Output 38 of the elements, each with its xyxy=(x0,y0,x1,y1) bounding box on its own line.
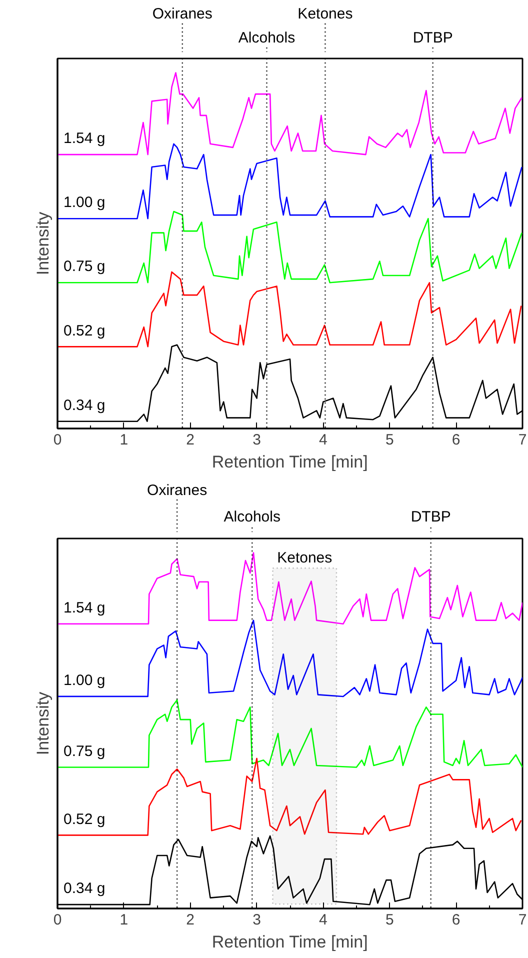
ref-line-label: DTBP xyxy=(412,29,453,46)
ref-line-label: Oxiranes xyxy=(147,482,208,499)
x-tick-label: 2 xyxy=(186,432,195,448)
series-label: 0.52 g xyxy=(63,810,106,828)
ref-line-label: DTBP xyxy=(410,508,451,526)
series-label: 1.00 g xyxy=(63,672,106,690)
series-label: 1.54 g xyxy=(63,599,106,616)
x-tick-label: 4 xyxy=(319,432,328,448)
ref-line-label: Ketones xyxy=(298,5,353,22)
x-tick-label: 4 xyxy=(319,912,328,928)
ref-line-label: Alcohols xyxy=(238,29,296,46)
x-tick-label: 5 xyxy=(385,432,394,448)
x-tick-label: 3 xyxy=(252,432,261,448)
x-axis-title: Retention Time [min] xyxy=(212,932,368,952)
x-tick-label: 7 xyxy=(518,912,527,928)
y-axis-title: Intensity xyxy=(34,691,52,756)
x-tick-label: 3 xyxy=(252,912,261,928)
band-label: Ketones xyxy=(277,549,332,566)
x-tick-label: 0 xyxy=(53,432,62,448)
x-tick-label: 6 xyxy=(452,432,460,448)
series-label: 0.52 g xyxy=(63,322,106,340)
ref-line-label: Alcohols xyxy=(224,508,280,526)
series-label: 0.75 g xyxy=(63,742,106,760)
series-label: 1.54 g xyxy=(63,130,106,148)
series-label: 0.34 g xyxy=(63,396,106,414)
x-tick-label: 2 xyxy=(186,912,195,928)
series-label: 0.75 g xyxy=(63,258,106,276)
series-label: 1.00 g xyxy=(63,194,106,212)
series-label: 0.34 g xyxy=(63,880,106,898)
x-tick-label: 0 xyxy=(53,912,62,928)
x-tick-label: 1 xyxy=(120,912,128,928)
x-tick-label: 5 xyxy=(385,912,394,928)
x-axis-title: Retention Time [min] xyxy=(212,452,368,472)
y-axis-title: Intensity xyxy=(34,211,52,276)
x-tick-label: 6 xyxy=(452,912,460,928)
x-tick-label: 7 xyxy=(518,432,527,448)
x-tick-label: 1 xyxy=(120,432,128,448)
ref-line-label: Oxiranes xyxy=(152,5,212,22)
